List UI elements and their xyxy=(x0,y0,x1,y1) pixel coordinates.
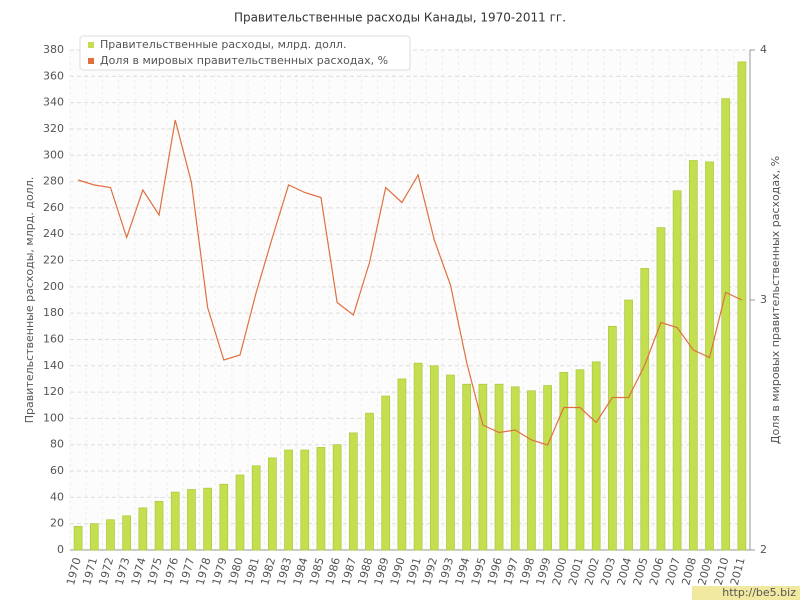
y-tick-label: 180 xyxy=(43,306,64,319)
y-tick-label: 80 xyxy=(50,438,64,451)
y2-tick-label: 3 xyxy=(760,293,767,306)
y-tick-label: 140 xyxy=(43,359,64,372)
y2-tick-label: 2 xyxy=(760,543,767,556)
legend-swatch xyxy=(88,58,94,64)
bar xyxy=(510,386,520,551)
y-tick-label: 240 xyxy=(43,227,64,240)
y-axis-title: Правительственные расходы, млрд. долл. xyxy=(23,177,36,423)
y-tick-label: 200 xyxy=(43,280,64,293)
y-tick-label: 360 xyxy=(43,69,64,82)
bar xyxy=(332,444,342,551)
bar xyxy=(284,449,293,551)
bar xyxy=(73,525,83,551)
bar xyxy=(138,507,148,551)
bar xyxy=(89,523,99,551)
legend-label: Правительственные расходы, млрд. долл. xyxy=(100,38,346,51)
bar xyxy=(478,383,488,551)
chart-title: Правительственные расходы Канады, 1970-2… xyxy=(234,11,566,25)
bar xyxy=(672,190,682,551)
bar xyxy=(413,362,423,551)
bar xyxy=(559,372,569,551)
bar xyxy=(656,227,666,551)
bar xyxy=(300,449,310,551)
y-tick-label: 120 xyxy=(43,385,64,398)
y-tick-label: 60 xyxy=(50,464,64,477)
bar xyxy=(624,299,633,551)
bar xyxy=(591,361,601,551)
y-tick-label: 40 xyxy=(50,490,64,503)
y-tick-label: 340 xyxy=(43,96,64,109)
bar xyxy=(721,98,731,551)
bar xyxy=(106,519,115,551)
legend-box xyxy=(79,35,411,71)
legend-label: Доля в мировых правительственных расхода… xyxy=(100,54,388,67)
y-tick-label: 0 xyxy=(57,543,64,556)
bar xyxy=(251,465,261,551)
bar xyxy=(575,369,585,551)
bar xyxy=(462,383,472,551)
bar xyxy=(203,487,212,551)
bar xyxy=(365,412,374,551)
bar xyxy=(268,457,277,551)
bar xyxy=(688,160,698,551)
bar xyxy=(381,395,391,551)
y-tick-label: 220 xyxy=(43,254,64,267)
y-tick-label: 320 xyxy=(43,122,64,135)
watermark-bg xyxy=(692,586,800,600)
bar xyxy=(170,491,180,551)
bar xyxy=(494,383,504,551)
y-tick-label: 20 xyxy=(50,517,64,530)
bar xyxy=(235,474,245,551)
bar xyxy=(154,500,164,551)
bar xyxy=(348,432,358,551)
bar xyxy=(122,515,132,551)
bar xyxy=(640,268,650,551)
bar xyxy=(527,390,536,551)
y-tick-label: 100 xyxy=(43,411,64,424)
line xyxy=(77,119,743,446)
bar xyxy=(737,61,747,551)
bar xyxy=(187,489,196,551)
y-tick-label: 300 xyxy=(43,148,64,161)
bar xyxy=(543,385,552,551)
y-tick-label: 380 xyxy=(43,43,64,56)
bar xyxy=(219,483,229,551)
bar xyxy=(429,365,439,551)
bar xyxy=(608,325,617,551)
y2-tick-label: 4 xyxy=(760,43,767,56)
bar xyxy=(397,378,407,551)
y-tick-label: 160 xyxy=(43,332,64,345)
legend-swatch xyxy=(88,42,94,48)
watermark: http://be5.biz xyxy=(722,586,796,599)
y-tick-label: 280 xyxy=(43,175,64,188)
bar xyxy=(316,447,326,551)
y-tick-label: 260 xyxy=(43,201,64,214)
bar xyxy=(446,374,455,551)
y2-axis-title: Доля в мировых правительственных расхода… xyxy=(769,156,782,444)
